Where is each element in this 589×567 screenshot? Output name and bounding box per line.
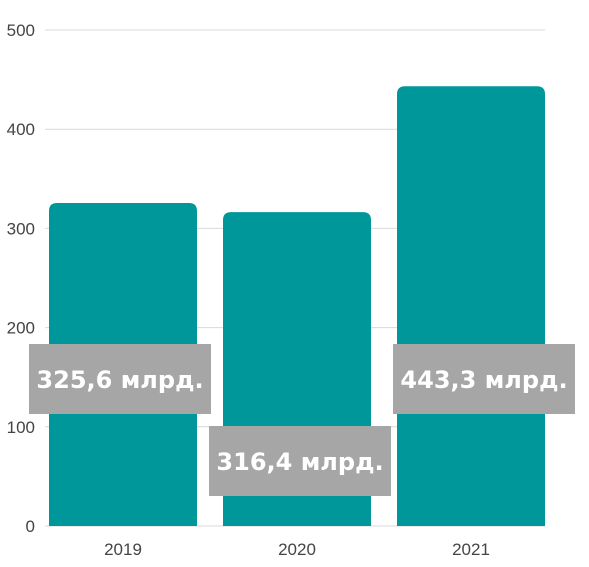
- data-label-box: [393, 344, 575, 414]
- data-label-box: [209, 426, 391, 496]
- y-tick-label: 100: [7, 418, 35, 437]
- y-tick-label: 300: [7, 219, 35, 238]
- y-tick-label: 500: [7, 21, 35, 40]
- x-category-label: 2019: [104, 540, 142, 559]
- x-category-label: 2020: [278, 540, 316, 559]
- data-label: 316,4 млрд.: [216, 448, 383, 476]
- y-tick-label: 200: [7, 319, 35, 338]
- bar-2021: [397, 86, 545, 526]
- data-label: 443,3 млрд.: [400, 366, 567, 394]
- data-label-box: [29, 344, 211, 414]
- data-labels: 325,6 млрд. 316,4 млрд. 443,3 млрд.: [29, 344, 575, 496]
- x-axis: 2019 2020 2021: [104, 540, 490, 559]
- data-label: 325,6 млрд.: [36, 366, 203, 394]
- x-category-label: 2021: [452, 540, 490, 559]
- y-axis: 0 100 200 300 400 500: [7, 21, 35, 536]
- y-tick-label: 0: [26, 517, 35, 536]
- y-tick-label: 400: [7, 120, 35, 139]
